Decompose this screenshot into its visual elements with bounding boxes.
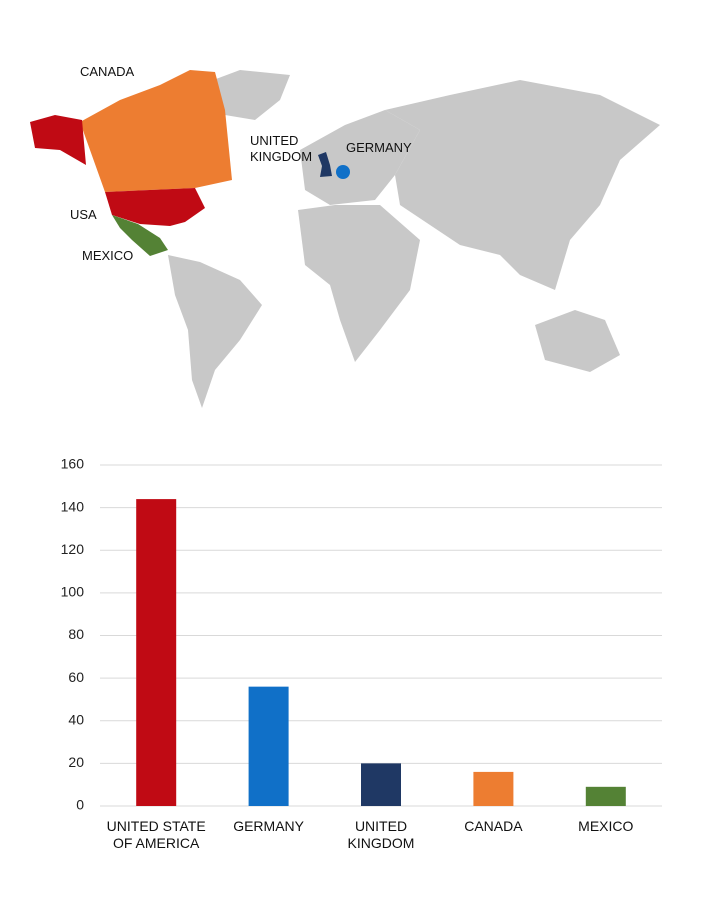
y-tick-label: 40 [68,711,84,727]
x-tick-label: CANADA [464,818,523,834]
map-label: MEXICO [82,248,134,263]
map-label: USA [70,207,97,222]
y-tick-label: 80 [68,626,84,642]
map-label: UNITED KINGDOM [250,133,313,164]
canada [80,70,232,192]
y-tick-label: 160 [61,456,85,472]
australia [535,310,620,372]
united-kingdom [318,152,332,177]
y-tick-label: 120 [61,541,85,557]
usa [105,188,205,226]
x-tick-label: GERMANY [233,818,304,834]
bar [248,686,289,806]
map-label: CANADA [80,64,135,79]
europe [300,110,420,205]
germany [336,165,350,179]
y-tick-label: 140 [61,498,85,514]
map-label: GERMANY [346,140,412,155]
alaska [30,115,86,165]
bar [361,763,401,806]
x-tick-label: UNITED STATE OF AMERICA [106,818,206,851]
y-tick-label: 20 [68,754,84,770]
bar [136,499,177,806]
mexico [112,215,168,256]
y-tick-label: 0 [76,797,84,813]
asia [385,80,660,290]
bar [473,771,514,806]
south-america [168,255,262,408]
bar [585,786,626,806]
x-tick-label: UNITED KINGDOM [347,818,415,851]
world-map [30,70,660,408]
y-tick-label: 60 [68,669,84,685]
africa [298,205,420,362]
x-tick-label: MEXICO [578,818,634,834]
y-tick-label: 100 [61,584,85,600]
